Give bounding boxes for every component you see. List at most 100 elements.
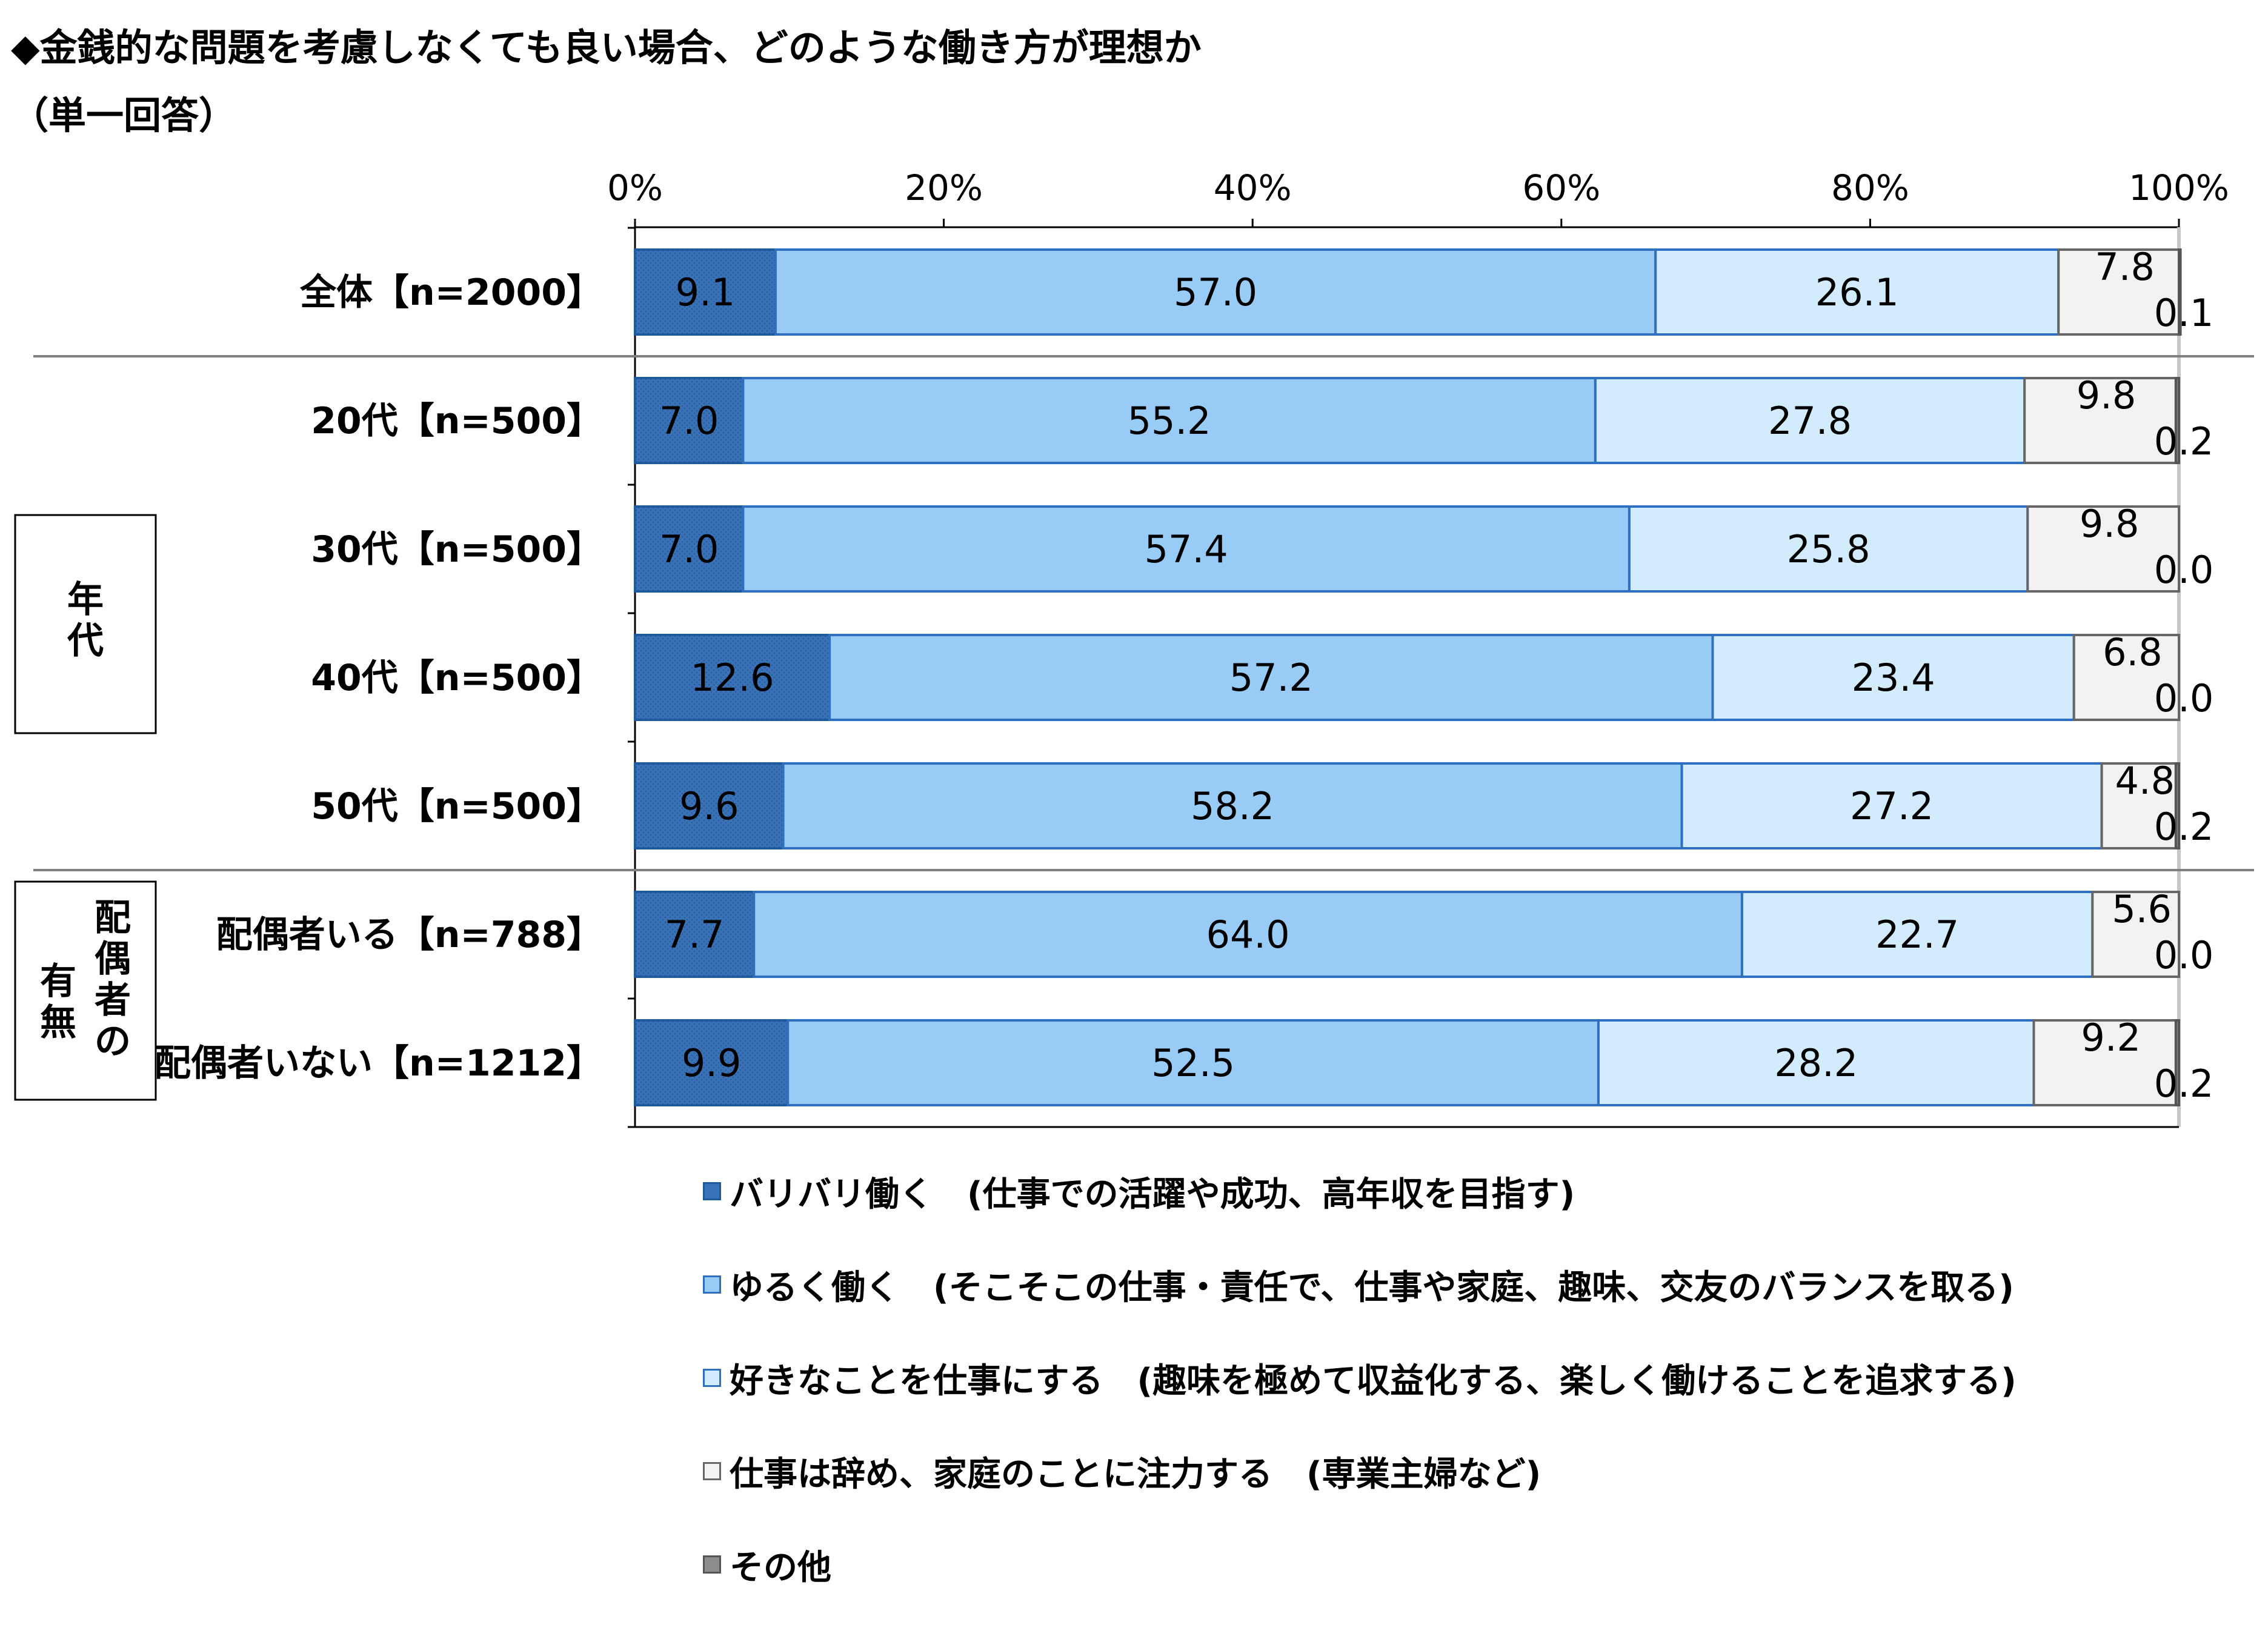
legend-label: ゆるく働く (そこそこの仕事・責任で、仕事や家庭、趣味、交友のバランスを取る) [730, 1268, 2014, 1308]
value-label: 28.2 [1774, 1041, 1858, 1085]
category-label: 40代【n=500】 [311, 657, 603, 699]
value-label: 23.4 [1852, 656, 1935, 700]
group-label-char: 有 [40, 960, 76, 1003]
legend-item: 仕事は辞め、家庭のことに注力する (専業主婦など) [703, 1452, 2017, 1494]
bar-segment [2174, 762, 2181, 849]
bar-segment [828, 634, 1714, 721]
value-label: 0.1 [2154, 291, 2214, 335]
bar-segment [2026, 505, 2180, 593]
category-label: 50代【n=500】 [311, 785, 603, 828]
bar-segment [2032, 1019, 2177, 1106]
value-label: 7.0 [659, 527, 719, 571]
value-label: 57.2 [1229, 656, 1313, 700]
bar-segment [742, 505, 1631, 593]
value-label: 55.2 [1128, 399, 1211, 443]
bar-segment [2174, 1019, 2181, 1106]
group-label-char: 偶 [95, 938, 131, 980]
legend-swatch [703, 1369, 721, 1387]
value-label: 9.9 [682, 1041, 742, 1085]
chart-legend: バリバリ働く (仕事での活躍や成功、高年収を目指す) ゆるく働く (そこそこの仕事… [703, 1172, 2017, 1639]
value-label: 57.4 [1145, 527, 1228, 571]
legend-item: その他 [703, 1546, 2017, 1587]
bar-segment [634, 377, 745, 464]
value-label: 0.0 [2154, 933, 2214, 977]
bar-segment [2057, 248, 2181, 336]
category-label: 配偶者いない【n=1212】 [155, 1042, 603, 1085]
group-label-char: 代 [67, 620, 104, 662]
bar-segment [782, 762, 1683, 849]
value-label: 9.8 [2077, 373, 2137, 417]
x-tick-label: 100% [2129, 167, 2229, 208]
bar-segment [2072, 634, 2181, 721]
group-label-char: の [95, 1020, 131, 1063]
group-label-char: 配 [95, 897, 131, 939]
legend-swatch [703, 1275, 721, 1294]
bar-segment [634, 634, 831, 721]
bar-segment [2091, 891, 2181, 978]
value-label: 26.1 [1815, 270, 1899, 314]
bar-segment [2174, 377, 2181, 464]
value-label: 9.2 [2081, 1016, 2141, 1060]
group-box [14, 880, 157, 1101]
value-label: 0.2 [2154, 1062, 2214, 1106]
legend-swatch [703, 1555, 721, 1574]
value-label: 5.6 [2112, 887, 2172, 931]
x-tick-label: 40% [1214, 167, 1292, 208]
category-label: 30代【n=500】 [311, 528, 603, 571]
legend-item: バリバリ働く (仕事での活躍や成功、高年収を目指す) [703, 1172, 2017, 1214]
value-label: 4.8 [2115, 759, 2175, 803]
value-label: 7.7 [665, 913, 725, 957]
category-label: 配偶者いる【n=788】 [216, 914, 603, 956]
bar-segment [1654, 248, 2060, 336]
legend-label: 好きなことを仕事にする (趣味を極めて収益化する、楽しく働けることを追求する) [730, 1361, 2017, 1401]
value-label: 22.7 [1875, 913, 1959, 957]
value-label: 6.8 [2103, 630, 2163, 674]
bar-segment [742, 377, 1597, 464]
bar-segment [774, 248, 1657, 336]
x-tick-label: 0% [607, 167, 663, 208]
group-label-char: 者 [95, 979, 131, 1022]
value-label: 7.8 [2095, 245, 2155, 289]
value-label: 57.0 [1174, 270, 1257, 314]
value-label: 52.5 [1151, 1041, 1235, 1085]
value-label: 27.8 [1768, 399, 1852, 443]
bar-segment [2100, 762, 2177, 849]
chart-title-line2: （単一回答） [11, 93, 237, 138]
bar-segment [2178, 248, 2182, 336]
legend-item: ゆるく働く (そこそこの仕事・責任で、仕事や家庭、趣味、交友のバランスを取る) [703, 1266, 2017, 1308]
group-box [14, 514, 157, 734]
legend-swatch [703, 1462, 721, 1480]
value-label: 27.2 [1850, 784, 1934, 828]
value-label: 9.1 [676, 270, 736, 314]
bar-segment [2023, 377, 2177, 464]
value-label: 9.6 [679, 784, 739, 828]
category-label: 全体【n=2000】 [299, 271, 603, 314]
value-label: 7.0 [659, 399, 719, 443]
value-label: 64.0 [1206, 913, 1290, 957]
value-label: 25.8 [1787, 527, 1871, 571]
legend-label: 仕事は辞め、家庭のことに注力する (専業主婦など) [730, 1454, 1541, 1494]
bar-segment [786, 1019, 1600, 1106]
bar-segment [1740, 891, 2094, 978]
value-label: 9.8 [2080, 502, 2140, 546]
x-tick-label: 60% [1522, 167, 1600, 208]
x-tick-label: 80% [1831, 167, 1909, 208]
legend-swatch [703, 1182, 721, 1200]
value-label: 0.0 [2154, 676, 2214, 720]
group-label-char: 無 [40, 1002, 76, 1044]
bar-segment [634, 248, 777, 336]
value-label: 12.6 [691, 656, 774, 700]
bar-segment [634, 1019, 790, 1106]
value-label: 58.2 [1191, 784, 1274, 828]
bar-segment [1680, 762, 2103, 849]
bar-segment [634, 762, 785, 849]
category-label: 20代【n=500】 [311, 400, 603, 442]
bar-segment [1628, 505, 2029, 593]
legend-item: 好きなことを仕事にする (趣味を極めて収益化する、楽しく働けることを追求する) [703, 1359, 2017, 1401]
chart-title-line1: ◆金銭的な問題を考慮しなくても良い場合、どのような働き方が理想か [11, 25, 1202, 70]
value-label: 0.0 [2154, 548, 2214, 592]
legend-label: その他 [730, 1548, 831, 1587]
bar-segment [1594, 377, 2026, 464]
x-tick-label: 20% [905, 167, 983, 208]
